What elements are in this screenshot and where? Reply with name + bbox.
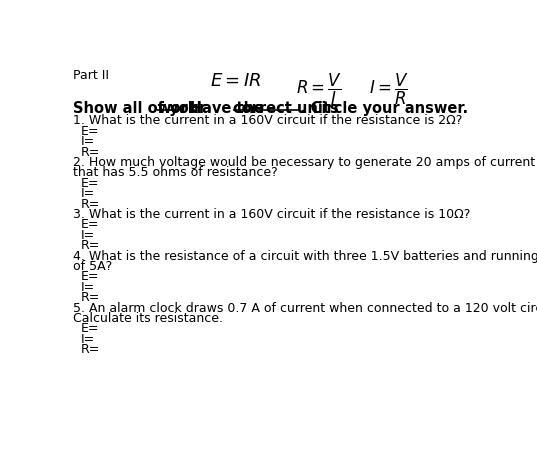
Text: $R = \dfrac{V}{I}$: $R = \dfrac{V}{I}$ [296, 72, 342, 107]
Text: E=: E= [81, 218, 99, 231]
Text: I=: I= [81, 187, 96, 200]
Text: I=: I= [81, 280, 96, 293]
Text: of 5A?: of 5A? [74, 259, 113, 273]
Text: E=: E= [81, 124, 99, 138]
Text: 2. How much voltage would be necessary to generate 20 amps of current in a circu: 2. How much voltage would be necessary t… [74, 156, 537, 169]
Text: 1. What is the current in a 160V circuit if the resistance is 2Ω?: 1. What is the current in a 160V circuit… [74, 114, 463, 127]
Text: E=: E= [81, 270, 99, 283]
Text: E=: E= [81, 322, 99, 335]
Text: I=: I= [81, 135, 96, 148]
Text: $E = IR$: $E = IR$ [211, 72, 262, 90]
Text: work: work [157, 101, 198, 116]
Text: E=: E= [81, 176, 99, 190]
Text: 4. What is the resistance of a circuit with three 1.5V batteries and running at : 4. What is the resistance of a circuit w… [74, 249, 537, 262]
Text: correct units: correct units [233, 101, 339, 116]
Text: Calculate its resistance.: Calculate its resistance. [74, 311, 223, 325]
Text: R=: R= [81, 342, 100, 355]
Text: Show all of your: Show all of your [74, 101, 212, 116]
Text: R=: R= [81, 291, 100, 303]
Text: . Circle your answer.: . Circle your answer. [300, 101, 468, 116]
Text: Part II: Part II [74, 69, 110, 82]
Text: $I = \dfrac{V}{R}$: $I = \dfrac{V}{R}$ [369, 72, 409, 107]
Text: 5. An alarm clock draws 0.7 A of current when connected to a 120 volt circuit.: 5. An alarm clock draws 0.7 A of current… [74, 301, 537, 314]
Text: that has 5.5 ohms of resistance?: that has 5.5 ohms of resistance? [74, 166, 278, 179]
Text: R=: R= [81, 197, 100, 210]
Text: I=: I= [81, 332, 96, 345]
Text: 3. What is the current in a 160V circuit if the resistance is 10Ω?: 3. What is the current in a 160V circuit… [74, 207, 471, 221]
Text: I=: I= [81, 228, 96, 241]
Text: R=: R= [81, 146, 100, 158]
Text: R=: R= [81, 239, 100, 252]
Text: . Have the: . Have the [179, 101, 269, 116]
